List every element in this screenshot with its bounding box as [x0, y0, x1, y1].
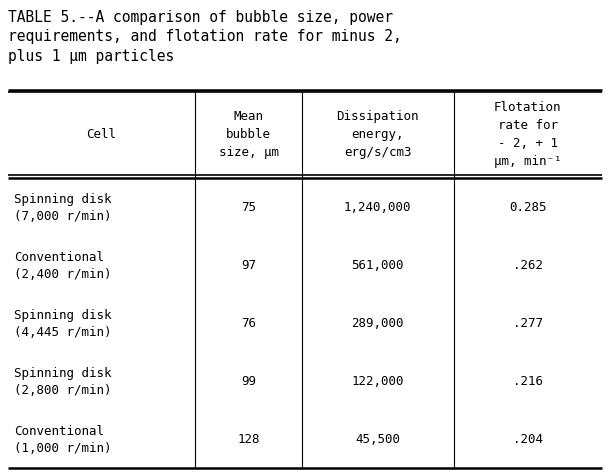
Text: Conventional
(2,400 r/min): Conventional (2,400 r/min)	[14, 250, 112, 280]
Text: .262: .262	[513, 258, 543, 272]
Text: requirements, and flotation rate for minus 2,: requirements, and flotation rate for min…	[8, 30, 402, 44]
Text: 97: 97	[241, 258, 256, 272]
Text: 1,240,000: 1,240,000	[344, 200, 412, 214]
Text: 289,000: 289,000	[351, 317, 404, 329]
Text: 76: 76	[241, 317, 256, 329]
Text: 45,500: 45,500	[355, 433, 400, 446]
Text: .204: .204	[513, 433, 543, 446]
Text: .277: .277	[513, 317, 543, 329]
Text: 128: 128	[237, 433, 260, 446]
Text: Dissipation
energy,
erg/s/cm3: Dissipation energy, erg/s/cm3	[337, 110, 419, 159]
Text: Spinning disk
(2,800 r/min): Spinning disk (2,800 r/min)	[14, 366, 112, 396]
Text: Conventional
(1,000 r/min): Conventional (1,000 r/min)	[14, 424, 112, 454]
Text: Flotation
rate for
- 2, + 1
μm, min⁻¹: Flotation rate for - 2, + 1 μm, min⁻¹	[494, 101, 561, 168]
Text: Spinning disk
(4,445 r/min): Spinning disk (4,445 r/min)	[14, 308, 112, 338]
Text: 0.285: 0.285	[509, 200, 547, 214]
Text: 75: 75	[241, 200, 256, 214]
Text: 122,000: 122,000	[351, 375, 404, 387]
Text: Mean
bubble
size, μm: Mean bubble size, μm	[218, 110, 279, 159]
Text: 561,000: 561,000	[351, 258, 404, 272]
Text: 99: 99	[241, 375, 256, 387]
Text: Spinning disk
(7,000 r/min): Spinning disk (7,000 r/min)	[14, 192, 112, 222]
Text: plus 1 μm particles: plus 1 μm particles	[8, 49, 174, 64]
Text: .216: .216	[513, 375, 543, 387]
Text: TABLE 5.--A comparison of bubble size, power: TABLE 5.--A comparison of bubble size, p…	[8, 10, 393, 25]
Text: Cell: Cell	[87, 128, 117, 141]
